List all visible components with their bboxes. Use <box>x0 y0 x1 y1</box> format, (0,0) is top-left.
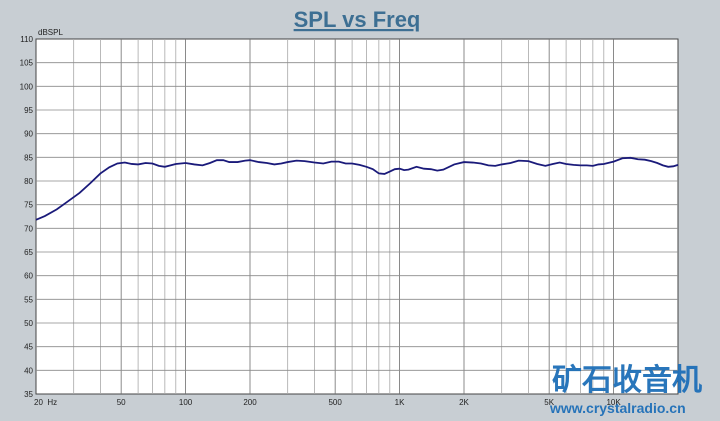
y-tick-label: 100 <box>20 82 34 91</box>
x-tick-labels: 20 Hz 50 100 200 500 1K 2K 5K 10K <box>34 398 621 407</box>
x-tick-label: 10K <box>606 398 621 407</box>
y-tick-label: 105 <box>20 59 34 68</box>
y-axis-unit-label: dBSPL <box>38 28 63 37</box>
y-tick-label: 110 <box>20 35 33 44</box>
y-tick-label: 80 <box>24 177 33 186</box>
y-tick-label: 35 <box>24 390 33 399</box>
y-tick-label: 70 <box>24 224 33 233</box>
x-tick-label: 2K <box>459 398 469 407</box>
watermark-url-text: www.crystalradio.cn <box>549 400 686 416</box>
y-tick-labels: 35 40 45 50 55 60 65 70 75 80 85 90 95 100 105 110 <box>20 35 34 399</box>
y-tick-label: 60 <box>24 272 33 281</box>
x-tick-label: 50 <box>117 398 126 407</box>
y-tick-label: 85 <box>24 153 33 162</box>
chart-title: SPL vs Freq <box>294 7 421 32</box>
y-tick-label: 65 <box>24 248 33 257</box>
y-tick-label: 55 <box>24 295 33 304</box>
x-tick-label: 20 Hz <box>34 398 57 407</box>
spl-curve <box>35 156 679 221</box>
y-tick-label: 95 <box>24 106 33 115</box>
x-tick-label: 5K <box>544 398 554 407</box>
watermark: 矿石收音机 www.crystalradio.cn <box>549 363 702 416</box>
x-tick-label: 500 <box>328 398 342 407</box>
y-tick-label: 45 <box>24 343 33 352</box>
y-tick-label: 75 <box>24 201 33 210</box>
y-tick-label: 50 <box>24 319 33 328</box>
x-tick-label: 100 <box>179 398 193 407</box>
y-tick-label: 90 <box>24 130 33 139</box>
plot-area <box>35 38 679 395</box>
grid-lines <box>36 39 678 394</box>
watermark-logo-text: 矿石收音机 <box>552 363 702 398</box>
x-tick-label: 200 <box>243 398 257 407</box>
x-tick-label: 1K <box>395 398 405 407</box>
y-tick-label: 40 <box>24 366 33 375</box>
